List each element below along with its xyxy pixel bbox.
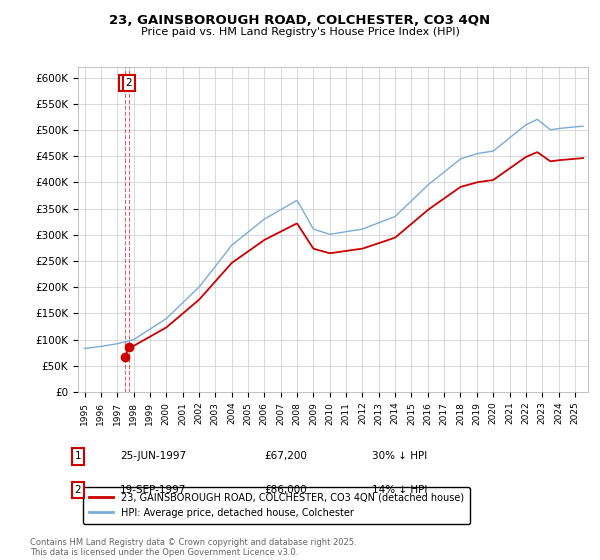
Text: 1: 1 [74,451,82,461]
Text: Price paid vs. HM Land Registry's House Price Index (HPI): Price paid vs. HM Land Registry's House … [140,27,460,37]
Text: 23, GAINSBOROUGH ROAD, COLCHESTER, CO3 4QN: 23, GAINSBOROUGH ROAD, COLCHESTER, CO3 4… [109,14,491,27]
Legend: 23, GAINSBOROUGH ROAD, COLCHESTER, CO3 4QN (detached house), HPI: Average price,: 23, GAINSBOROUGH ROAD, COLCHESTER, CO3 4… [83,487,470,524]
Text: £86,000: £86,000 [264,485,307,495]
Text: £67,200: £67,200 [264,451,307,461]
Text: 1: 1 [122,78,128,88]
Text: 19-SEP-1997: 19-SEP-1997 [120,485,187,495]
Text: 2: 2 [74,485,82,495]
Text: 14% ↓ HPI: 14% ↓ HPI [372,485,427,495]
Text: 25-JUN-1997: 25-JUN-1997 [120,451,186,461]
Text: Contains HM Land Registry data © Crown copyright and database right 2025.
This d: Contains HM Land Registry data © Crown c… [30,538,356,557]
Text: 30% ↓ HPI: 30% ↓ HPI [372,451,427,461]
Text: 2: 2 [125,78,133,88]
